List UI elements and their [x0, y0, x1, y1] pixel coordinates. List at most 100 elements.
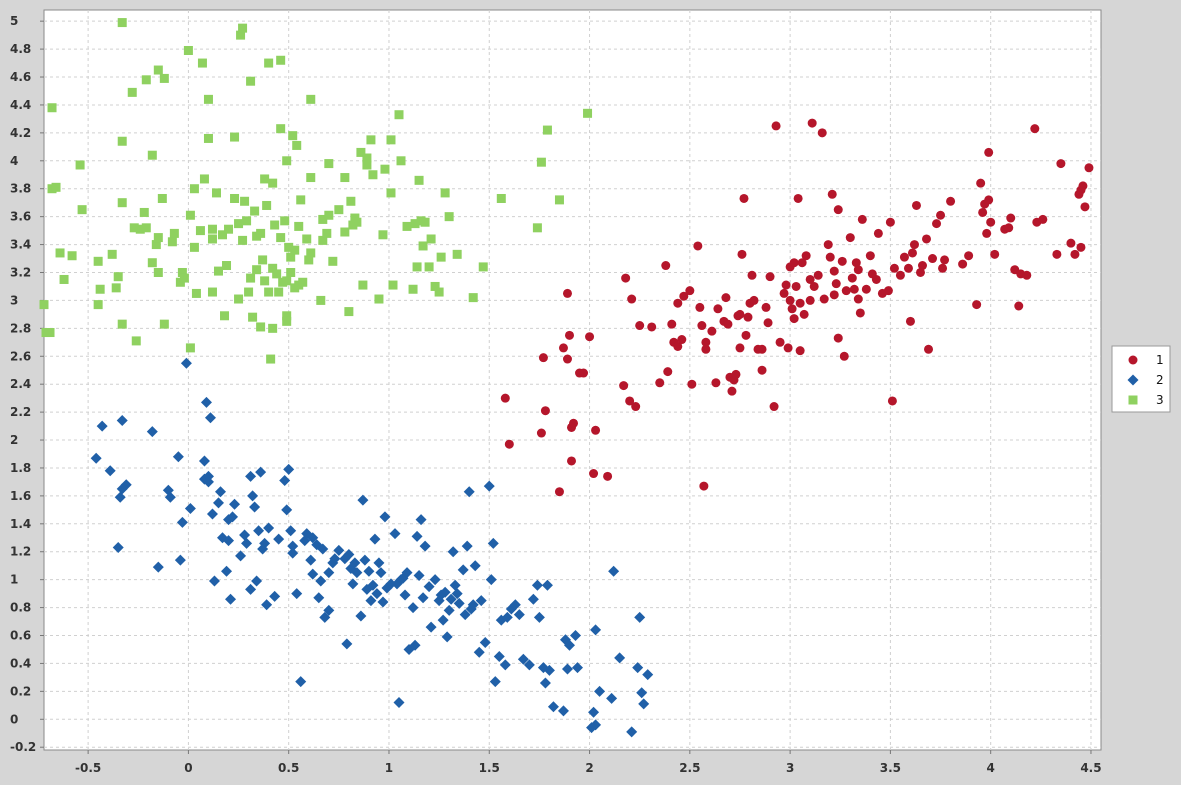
data-point-series-3 [468, 293, 478, 303]
data-point-series-1 [809, 281, 819, 291]
data-point-series-1 [972, 300, 982, 310]
y-tick-label: 4 [10, 154, 18, 168]
data-point-series-2 [315, 575, 327, 587]
data-point-series-1 [735, 343, 745, 353]
data-point-series-2 [423, 581, 435, 593]
data-point-series-1 [922, 234, 932, 244]
data-point-series-1 [807, 118, 817, 128]
data-point-series-3 [304, 255, 314, 265]
data-point-series-2 [343, 549, 355, 561]
data-point-series-3 [220, 311, 230, 321]
data-point-series-1 [885, 217, 895, 227]
data-point-series-2 [377, 596, 389, 608]
data-point-series-3 [77, 205, 87, 215]
data-point-series-3 [117, 319, 127, 329]
data-point-series-1 [801, 251, 811, 261]
data-point-series-1 [771, 121, 781, 131]
data-point-series-1 [789, 258, 799, 268]
data-point-series-3 [352, 217, 362, 227]
data-point-series-2 [373, 557, 385, 569]
legend[interactable]: 1 2 3 [1111, 345, 1171, 413]
data-point-series-3 [328, 256, 338, 266]
data-point-series-1 [928, 254, 938, 264]
data-point-series-2 [375, 567, 387, 579]
data-point-series-3 [496, 193, 506, 203]
data-point-series-1 [1084, 163, 1094, 173]
data-point-series-1 [851, 258, 861, 268]
data-point-series-3 [418, 241, 428, 251]
data-point-series-3 [430, 281, 440, 291]
data-point-series-1 [946, 196, 956, 206]
data-point-series-2 [561, 663, 573, 675]
data-point-series-3 [276, 124, 286, 134]
data-point-series-1 [855, 308, 865, 318]
data-point-series-3 [169, 228, 179, 238]
data-point-series-2 [642, 669, 654, 681]
data-point-series-3 [386, 135, 396, 145]
data-point-series-3 [324, 159, 334, 169]
x-tick-label: 1.5 [479, 761, 500, 775]
data-point-series-3 [147, 258, 157, 268]
data-point-series-2 [379, 511, 391, 523]
data-point-series-1 [769, 402, 779, 412]
data-point-series-1 [747, 270, 757, 280]
data-point-series-3 [260, 276, 270, 286]
data-point-series-2 [363, 565, 375, 577]
data-point-series-1 [1030, 124, 1040, 134]
data-point-series-2 [249, 501, 261, 513]
data-point-series-2 [417, 592, 429, 604]
data-point-series-2 [279, 475, 291, 487]
data-point-series-2 [626, 726, 638, 738]
data-point-series-3 [324, 210, 334, 220]
data-point-series-1 [795, 298, 805, 308]
data-point-series-1 [554, 487, 564, 497]
data-point-series-2 [557, 705, 569, 717]
data-point-series-1 [833, 333, 843, 343]
data-point-series-3 [159, 73, 169, 83]
data-point-series-3 [322, 228, 332, 238]
data-point-series-3 [294, 221, 304, 231]
data-point-series-2 [527, 593, 539, 605]
data-point-series-3 [440, 188, 450, 198]
data-point-series-1 [795, 346, 805, 356]
data-point-series-2 [365, 595, 377, 607]
data-point-series-3 [111, 283, 121, 293]
data-point-series-2 [399, 589, 411, 601]
y-tick-label: 3 [10, 293, 18, 307]
data-point-series-1 [504, 439, 514, 449]
data-point-series-1 [1038, 214, 1048, 224]
data-point-series-1 [1006, 213, 1016, 223]
data-point-series-2 [429, 574, 441, 586]
data-point-series-1 [619, 381, 629, 391]
data-point-series-3 [141, 223, 151, 233]
data-point-series-2 [112, 542, 124, 554]
data-point-series-3 [242, 216, 252, 226]
data-point-series-1 [655, 378, 665, 388]
data-point-series-1 [569, 418, 579, 428]
data-point-series-1 [823, 240, 833, 250]
data-point-series-2 [307, 568, 319, 580]
y-tick-label: 0.2 [10, 684, 31, 698]
data-point-series-3 [45, 328, 55, 338]
data-point-series-3 [167, 237, 177, 247]
data-point-series-1 [887, 396, 897, 406]
data-point-series-2 [487, 537, 499, 549]
data-point-series-2 [389, 528, 401, 540]
data-point-series-1 [1070, 249, 1080, 259]
data-point-series-1 [849, 284, 859, 294]
data-point-series-2 [409, 639, 421, 651]
data-point-series-3 [436, 252, 446, 262]
legend-marker-3 [1128, 395, 1138, 405]
data-point-series-2 [441, 631, 453, 643]
data-point-series-2 [459, 609, 471, 621]
data-point-series-3 [386, 188, 396, 198]
data-point-series-2 [184, 502, 196, 514]
data-point-series-3 [244, 287, 254, 297]
data-point-series-2 [313, 592, 325, 604]
data-point-series-3 [264, 58, 274, 68]
data-point-series-1 [603, 471, 613, 481]
data-point-series-2 [539, 677, 551, 689]
y-tick-label: 1.2 [10, 545, 31, 559]
data-point-series-3 [113, 272, 123, 282]
data-point-series-3 [256, 322, 266, 332]
